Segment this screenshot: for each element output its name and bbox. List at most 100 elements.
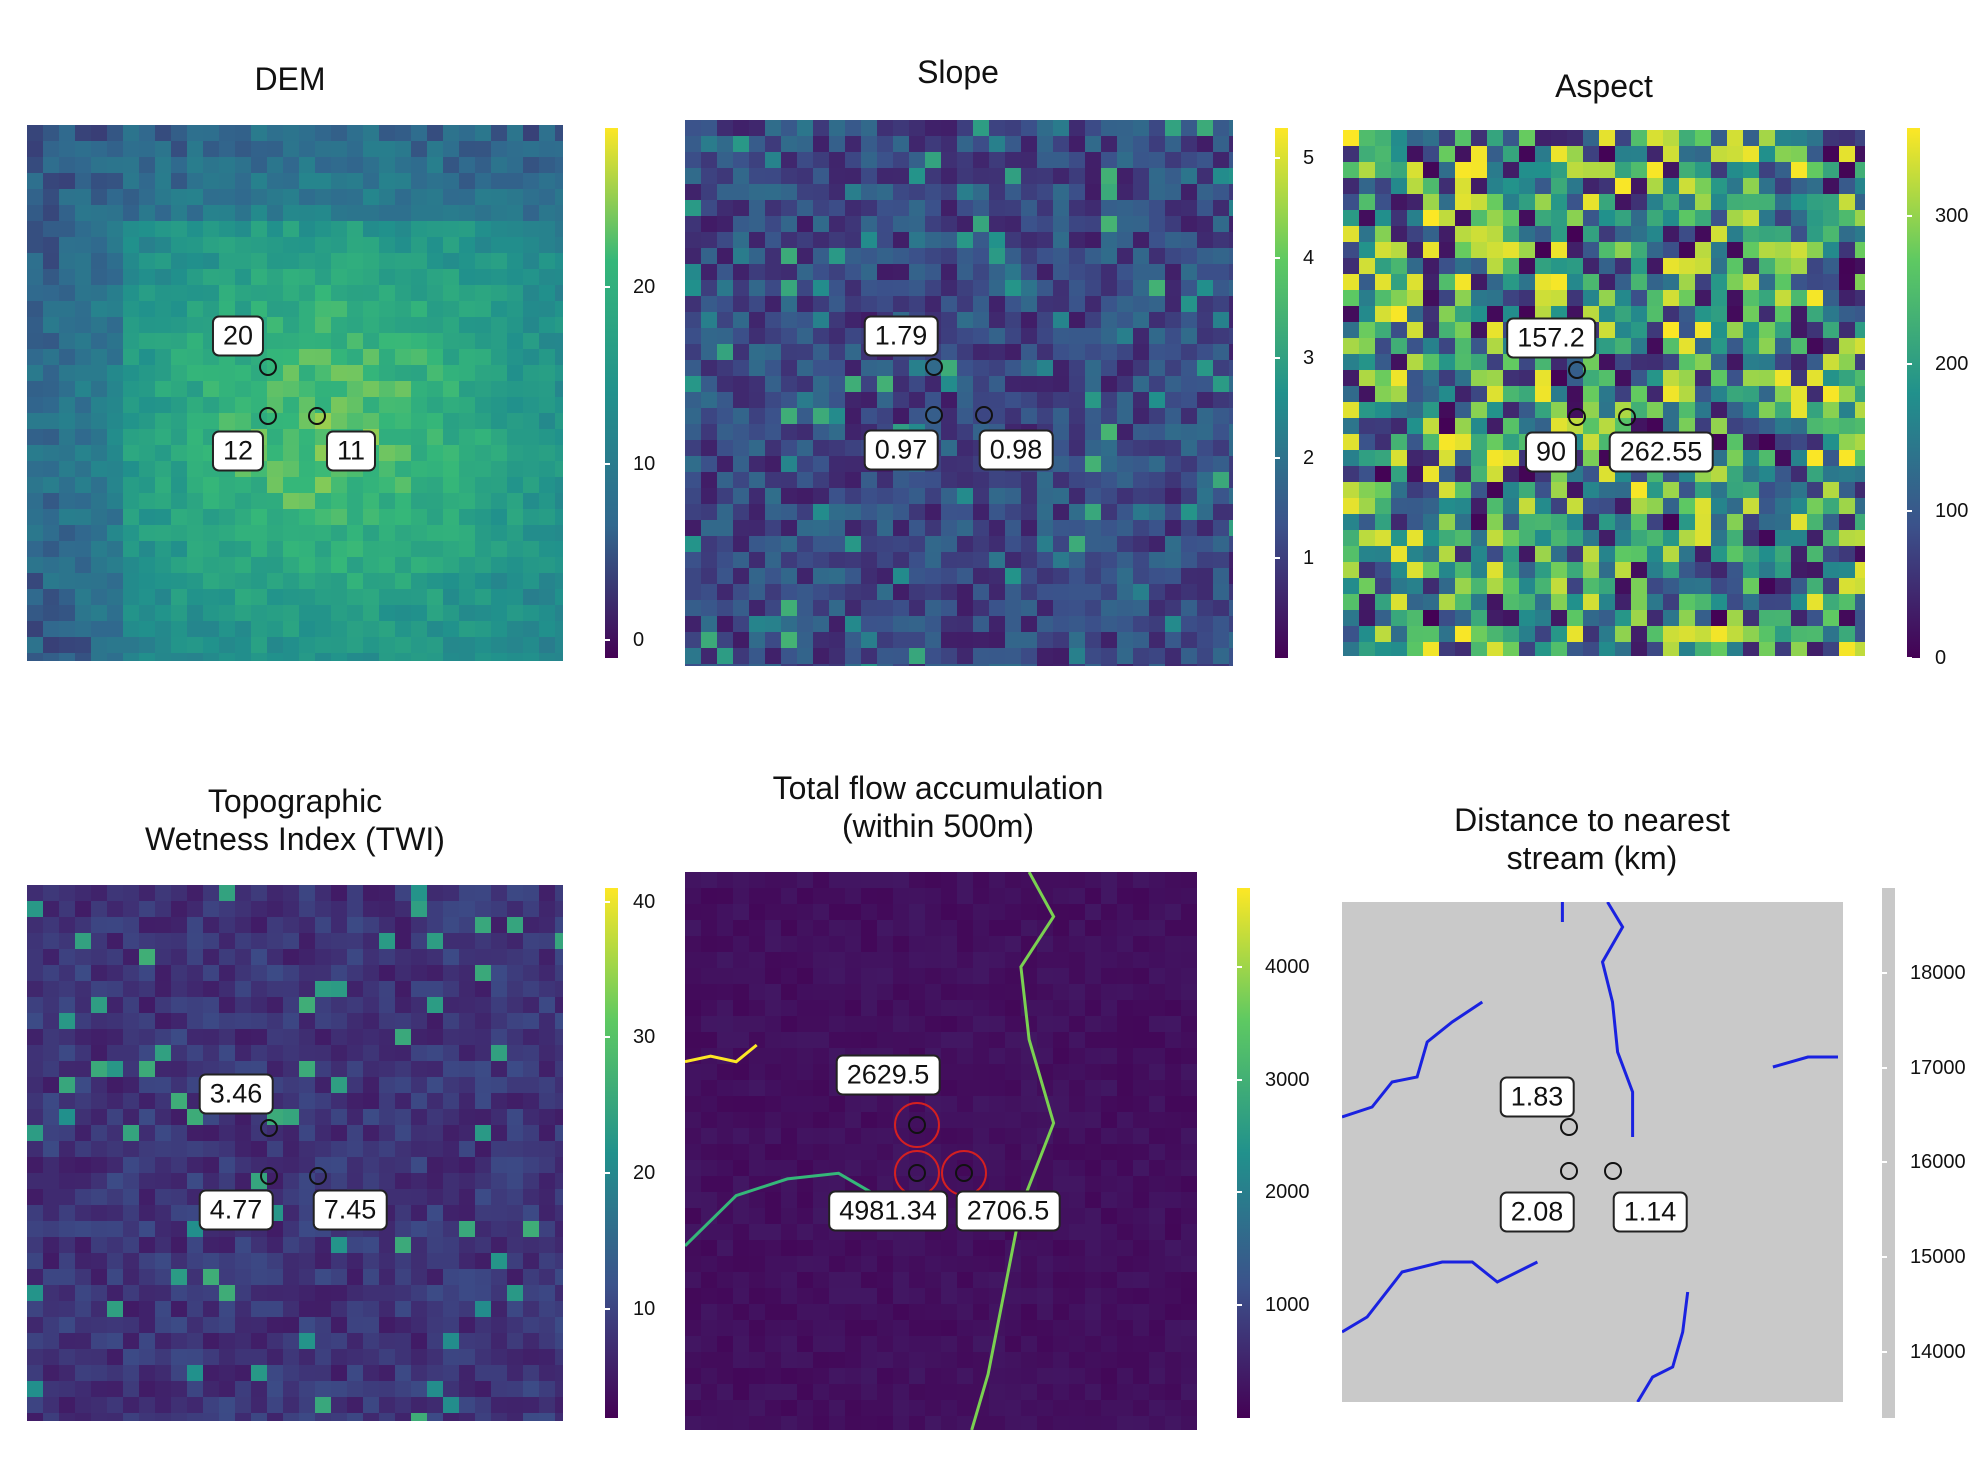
raster-cell: [1021, 120, 1037, 136]
raster-cell: [1133, 472, 1149, 488]
raster-cell: [363, 285, 379, 301]
raster-cell: [219, 917, 235, 933]
raster-cell: [685, 456, 701, 472]
raster-cell: [379, 541, 395, 557]
raster-cell: [523, 301, 539, 317]
raster-cell: [203, 1253, 219, 1269]
raster-cell: [941, 168, 957, 184]
raster-cell: [1133, 184, 1149, 200]
raster-cell: [749, 520, 765, 536]
raster-cell: [1165, 408, 1181, 424]
raster-cell: [427, 541, 443, 557]
raster-cell: [1775, 594, 1791, 610]
raster-cell: [1037, 488, 1053, 504]
raster-cell: [283, 1157, 299, 1173]
raster-cell: [91, 429, 107, 445]
raster-cell: [91, 125, 107, 141]
raster-cell: [251, 157, 267, 173]
raster-cell: [781, 200, 797, 216]
raster-cell: [107, 285, 123, 301]
raster-cell: [1005, 120, 1021, 136]
raster-cell: [1615, 226, 1631, 242]
raster-cell: [1471, 418, 1487, 434]
raster-cell: [1535, 290, 1551, 306]
raster-cell: [395, 933, 411, 949]
raster-svg: [685, 872, 1197, 1430]
raster-cell: [1487, 626, 1503, 642]
raster-cell: [187, 1109, 203, 1125]
raster-cell: [1085, 360, 1101, 376]
raster-cell: [941, 296, 957, 312]
raster-cell: [395, 997, 411, 1013]
raster-cell: [749, 888, 765, 904]
raster-cell: [107, 1221, 123, 1237]
raster-cell: [1053, 872, 1069, 888]
raster-cell: [1391, 514, 1407, 530]
raster-cell: [507, 885, 523, 901]
raster-cell: [267, 237, 283, 253]
raster-cell: [1229, 552, 1233, 568]
raster-cell: [1535, 578, 1551, 594]
raster-cell: [235, 125, 251, 141]
raster-cell: [1149, 152, 1165, 168]
raster-cell: [989, 552, 1005, 568]
raster-cell: [941, 232, 957, 248]
raster-cell: [845, 296, 861, 312]
raster-cell: [411, 429, 427, 445]
raster-cell: [331, 1045, 347, 1061]
raster-cell: [1487, 610, 1503, 626]
raster-cell: [539, 541, 555, 557]
raster-cell: [283, 605, 299, 621]
raster-cell: [781, 232, 797, 248]
raster-cell: [1101, 952, 1117, 968]
raster-cell: [219, 1173, 235, 1189]
raster-cell: [941, 936, 957, 952]
raster-cell: [877, 504, 893, 520]
raster-cell: [203, 525, 219, 541]
raster-cell: [539, 1061, 555, 1077]
raster-cell: [299, 1093, 315, 1109]
raster-cell: [283, 1125, 299, 1141]
raster-cell: [59, 949, 75, 965]
raster-cell: [797, 184, 813, 200]
raster-cell: [91, 301, 107, 317]
raster-cell: [363, 413, 379, 429]
raster-cell: [861, 200, 877, 216]
raster-cell: [443, 189, 459, 205]
raster-cell: [507, 949, 523, 965]
raster-cell: [1759, 402, 1775, 418]
raster-cell: [765, 552, 781, 568]
raster-cell: [861, 168, 877, 184]
raster-cell: [1775, 610, 1791, 626]
raster-cell: [75, 269, 91, 285]
raster-cell: [829, 536, 845, 552]
raster-cell: [829, 136, 845, 152]
raster-cell: [187, 1029, 203, 1045]
raster-cell: [781, 888, 797, 904]
raster-cell: [443, 1045, 459, 1061]
raster-cell: [347, 285, 363, 301]
raster-cell: [315, 1125, 331, 1141]
raster-cell: [733, 488, 749, 504]
raster-cell: [1085, 424, 1101, 440]
raster-cell: [91, 605, 107, 621]
raster-cell: [219, 269, 235, 285]
raster-cell: [1053, 216, 1069, 232]
raster-cell: [427, 605, 443, 621]
raster-cell: [1229, 216, 1233, 232]
raster-cell: [1663, 258, 1679, 274]
raster-cell: [107, 885, 123, 901]
raster-cell: [1439, 626, 1455, 642]
raster-cell: [395, 1013, 411, 1029]
raster-cell: [91, 1349, 107, 1365]
raster-cell: [347, 1013, 363, 1029]
raster-cell: [1165, 200, 1181, 216]
raster-cell: [555, 173, 563, 189]
raster-cell: [717, 184, 733, 200]
raster-cell: [1839, 274, 1855, 290]
raster-cell: [1391, 226, 1407, 242]
raster-cell: [219, 173, 235, 189]
raster-cell: [315, 1397, 331, 1413]
raster-cell: [315, 221, 331, 237]
raster-cell: [91, 461, 107, 477]
